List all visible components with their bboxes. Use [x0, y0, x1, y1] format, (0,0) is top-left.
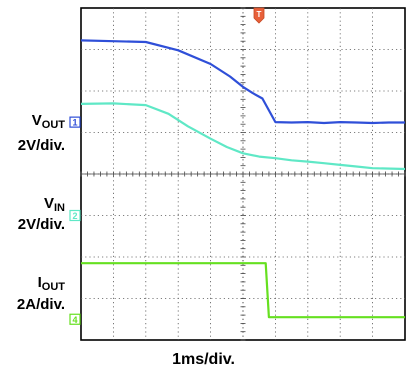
vin-label-sub: IN — [54, 202, 65, 214]
ground-marker-label: 4 — [72, 315, 77, 325]
trace-channel-4 — [81, 262, 405, 319]
iout-scale: 2A/div. — [16, 296, 65, 313]
vin-scale: 2V/div. — [17, 216, 65, 233]
trace-channel-2 — [80, 102, 406, 171]
ground-marker-label: 1 — [72, 118, 77, 128]
iout-label: IOUT — [38, 275, 65, 295]
ground-marker-channel-1: 1 — [69, 116, 81, 128]
vout-label: VOUT — [32, 113, 65, 133]
channel-markers: 1 2 4 — [69, 116, 81, 325]
iout-label-sub: OUT — [41, 281, 65, 293]
trigger-marker: T — [253, 7, 265, 24]
vin-label: VIN — [44, 196, 65, 216]
waveform-traces — [80, 39, 406, 319]
vout-label-sub: OUT — [41, 119, 65, 131]
timebase-label: 1ms/div. — [172, 351, 235, 368]
trigger-arrow — [253, 7, 265, 24]
trigger-label: T — [257, 10, 262, 19]
ground-marker-channel-4: 4 — [69, 313, 81, 325]
iout-label-main: I — [37, 274, 42, 291]
vout-label-main: V — [31, 112, 42, 129]
ground-marker-label: 2 — [72, 211, 77, 221]
graticule — [80, 7, 406, 341]
vin-label-main: V — [43, 195, 54, 212]
trace-channel-1 — [80, 39, 405, 125]
ground-marker-channel-2: 2 — [69, 209, 81, 222]
vout-scale: 2V/div. — [17, 137, 65, 154]
